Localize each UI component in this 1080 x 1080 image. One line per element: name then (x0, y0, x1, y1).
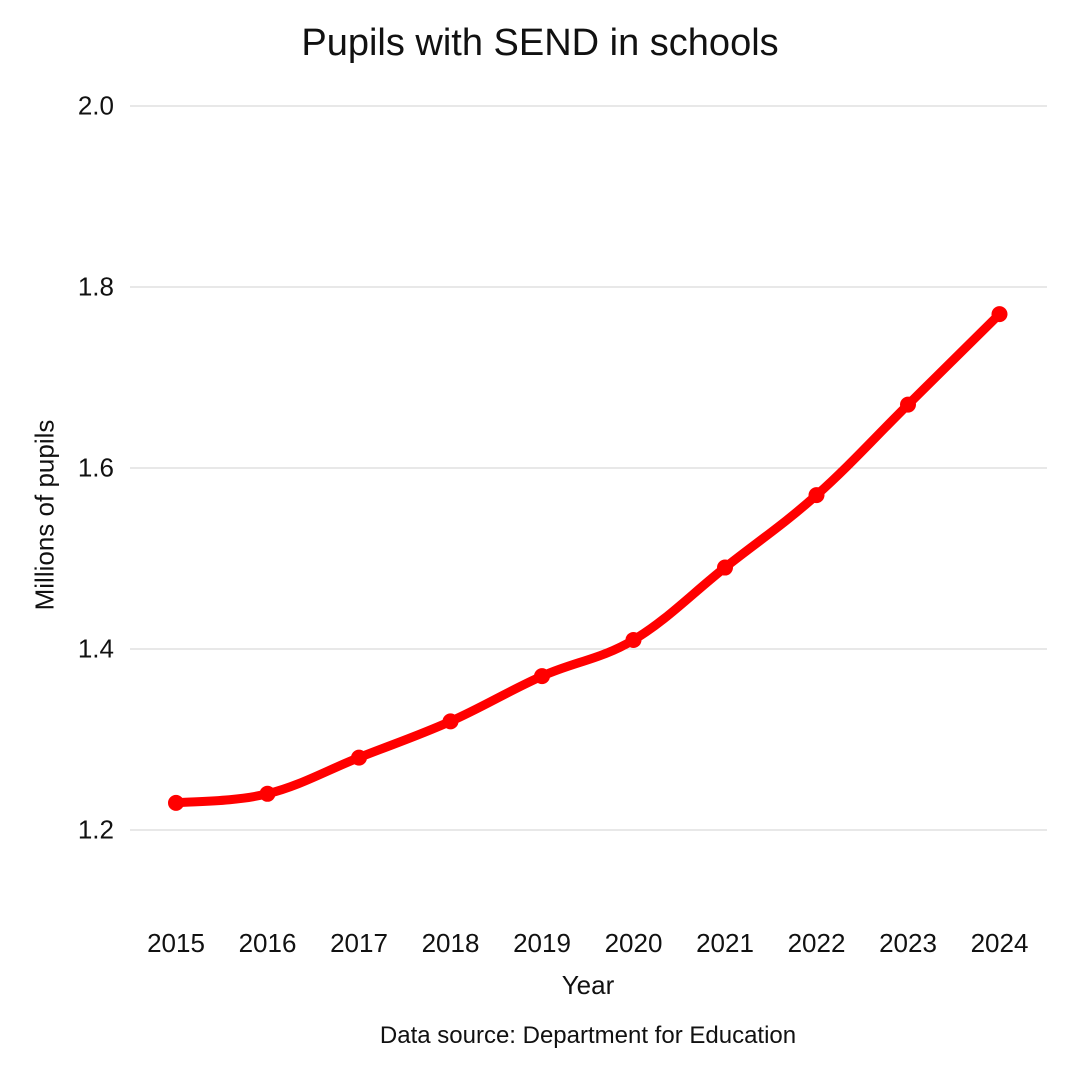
x-tick-label: 2015 (147, 928, 205, 958)
data-point (168, 794, 184, 811)
data-points (168, 306, 1008, 811)
x-tick-label: 2021 (696, 928, 754, 958)
x-tick-label: 2017 (330, 928, 388, 958)
data-point (717, 559, 733, 576)
y-tick-label: 1.8 (77, 271, 114, 302)
x-tick-label: 2020 (604, 928, 663, 958)
data-point (259, 785, 276, 802)
y-tick-label: 1.6 (77, 452, 114, 483)
data-point (534, 668, 550, 685)
data-point (625, 631, 642, 648)
y-tick-label: 1.4 (77, 633, 114, 664)
gridlines (130, 105, 1047, 831)
y-tick-label: 1.2 (77, 814, 114, 845)
chart-title: Pupils with SEND in schools (301, 22, 779, 64)
x-tick-label: 2022 (787, 928, 846, 958)
data-point (351, 749, 367, 766)
x-axis-label: Year (561, 970, 615, 1000)
x-tick-label: 2024 (970, 928, 1029, 958)
data-source-note: Data source: Department for Education (379, 1022, 797, 1049)
data-point (808, 487, 825, 504)
x-tick-label: 2019 (513, 928, 571, 958)
data-line (171, 309, 1004, 808)
x-tick-label: 2018 (421, 928, 480, 958)
x-tick-label: 2023 (879, 928, 937, 958)
x-tick-label: 2016 (238, 928, 297, 958)
data-point (442, 713, 459, 730)
y-tick-label: 2.0 (77, 90, 114, 121)
data-point (991, 306, 1008, 323)
data-point (900, 396, 916, 413)
